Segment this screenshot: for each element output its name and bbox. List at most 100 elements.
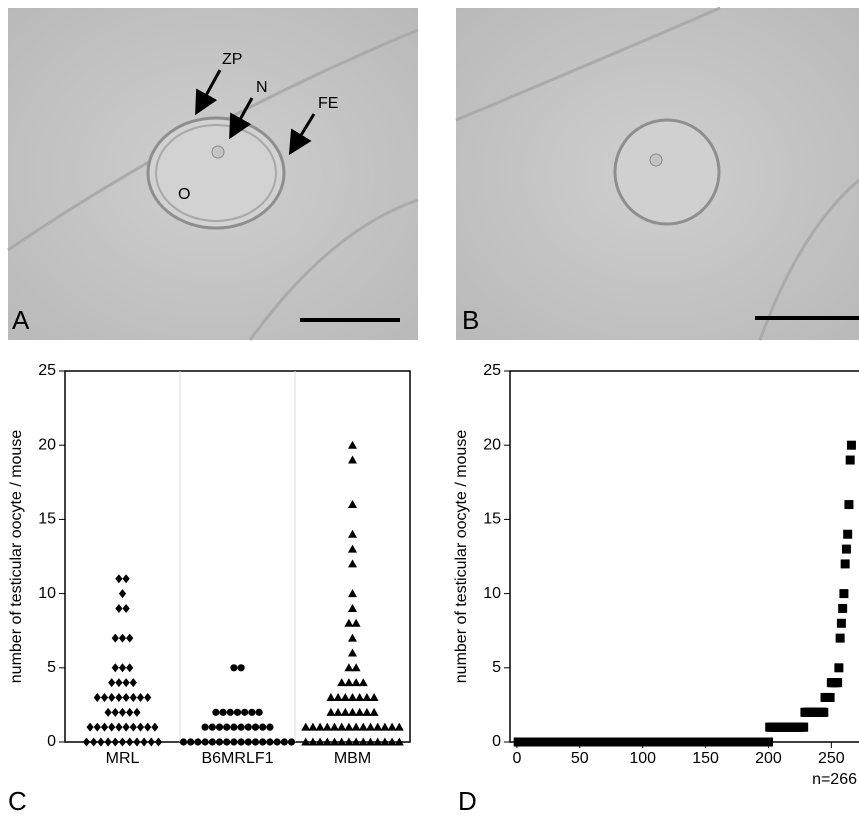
data-point xyxy=(322,722,332,731)
data-point xyxy=(194,738,202,746)
data-point xyxy=(344,678,354,687)
data-point xyxy=(369,692,379,701)
data-point xyxy=(100,692,109,702)
data-point xyxy=(348,455,357,464)
data-point xyxy=(344,737,354,746)
y-tick-label: 25 xyxy=(483,362,501,379)
data-point xyxy=(230,723,238,731)
data-point xyxy=(115,678,123,688)
y-axis-label: number of testicular oocyte / mouse xyxy=(8,430,25,684)
panel-label: B xyxy=(462,305,479,335)
data-point xyxy=(362,707,372,716)
data-point xyxy=(348,633,357,642)
data-point xyxy=(348,529,357,538)
data-point xyxy=(187,738,195,746)
data-point xyxy=(93,722,101,732)
data-point xyxy=(348,544,357,553)
data-point xyxy=(248,708,256,716)
data-point xyxy=(358,678,368,687)
data-point xyxy=(151,722,159,732)
data-point xyxy=(337,678,347,687)
data-point xyxy=(118,737,127,747)
data-point xyxy=(111,633,119,643)
chart-c: 0 5 10 15 20 25 number of testicular oocyte / … xyxy=(8,362,411,767)
data-point xyxy=(104,737,112,747)
data-point xyxy=(387,722,397,731)
panel-label: C xyxy=(8,786,27,816)
y-tick-label: 15 xyxy=(483,511,501,528)
data-point xyxy=(136,692,145,702)
data-point xyxy=(126,707,134,717)
data-point xyxy=(219,708,227,716)
data-point xyxy=(358,722,368,731)
data-point xyxy=(122,678,130,688)
data-point xyxy=(126,633,134,643)
data-point xyxy=(344,663,354,672)
data-point xyxy=(179,738,188,746)
data-point xyxy=(825,692,835,702)
x-tick-label: B6MRLF1 xyxy=(201,750,273,767)
data-point xyxy=(201,723,209,731)
y-tick-label: 0 xyxy=(492,733,501,750)
y-tick-label: 15 xyxy=(38,511,56,528)
data-point xyxy=(380,737,390,746)
data-point xyxy=(208,723,216,731)
data-point xyxy=(118,633,127,643)
annotation: O xyxy=(178,186,190,203)
data-point xyxy=(308,722,318,731)
data-point xyxy=(140,737,148,747)
data-point xyxy=(348,692,357,701)
data-point xyxy=(230,664,238,672)
y-tick-label: 25 xyxy=(38,362,56,379)
data-point xyxy=(266,723,274,731)
data-point xyxy=(322,737,332,746)
data-point xyxy=(348,603,357,612)
data-point xyxy=(118,589,127,599)
data-point xyxy=(133,737,141,747)
data-point xyxy=(355,692,365,701)
x-tick-label: 200 xyxy=(755,750,782,767)
data-point xyxy=(223,723,231,731)
data-point xyxy=(763,737,773,747)
data-point xyxy=(208,738,216,746)
data-point xyxy=(122,722,130,732)
data-point xyxy=(355,707,365,716)
data-point xyxy=(841,544,851,554)
data-point xyxy=(215,738,224,746)
data-point xyxy=(115,722,123,732)
data-point xyxy=(373,737,383,746)
x-tick-label: MRL xyxy=(106,750,140,767)
data-point xyxy=(380,722,390,731)
data-point xyxy=(104,707,112,717)
data-point xyxy=(86,722,94,732)
data-point xyxy=(115,692,123,702)
data-point xyxy=(326,707,336,716)
data-point xyxy=(97,737,105,747)
data-point xyxy=(366,722,375,731)
data-point xyxy=(144,722,152,732)
data-point xyxy=(266,738,274,746)
data-point xyxy=(122,574,130,584)
data-point xyxy=(126,663,134,673)
y-tick-label: 20 xyxy=(483,436,501,453)
data-point xyxy=(144,692,152,702)
data-point xyxy=(845,455,855,465)
x-tick-label: 100 xyxy=(629,750,656,767)
y-axis-label: number of testicular oocyte / mouse xyxy=(453,430,470,684)
data-point xyxy=(340,707,350,716)
annotation: ZP xyxy=(222,51,242,68)
data-point xyxy=(280,738,288,746)
data-point xyxy=(251,723,260,731)
data-point xyxy=(394,737,404,746)
data-point xyxy=(133,707,141,717)
data-point xyxy=(351,722,361,731)
panel-label: D xyxy=(458,786,477,816)
data-point xyxy=(111,707,119,717)
data-point xyxy=(333,692,343,701)
data-point xyxy=(337,737,347,746)
data-point xyxy=(394,722,404,731)
y-tick-label: 0 xyxy=(47,733,56,750)
data-point xyxy=(90,737,98,747)
data-point xyxy=(839,589,849,599)
data-point xyxy=(315,722,325,731)
